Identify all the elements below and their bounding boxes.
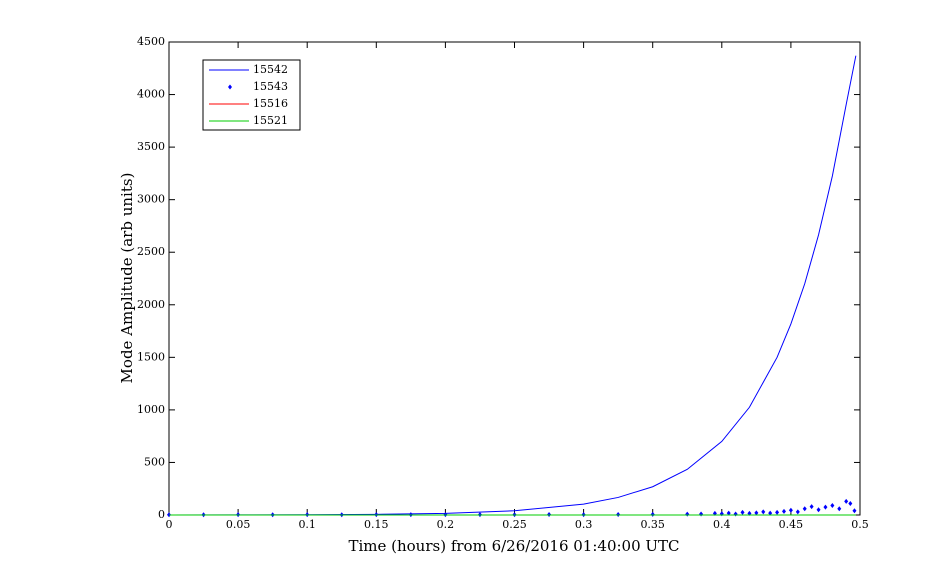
- y-tick-label: 3500: [137, 140, 165, 153]
- x-tick-label: 0.35: [640, 518, 665, 531]
- data-point: [775, 509, 780, 515]
- x-tick-label: 0.25: [502, 518, 527, 531]
- y-tick-label: 3000: [137, 193, 165, 206]
- data-point: [816, 507, 821, 513]
- y-tick-label: 1000: [137, 403, 165, 416]
- y-tick-label: 1500: [137, 350, 165, 363]
- x-tick-label: 0: [166, 518, 173, 531]
- legend-label: 15542: [253, 63, 288, 76]
- x-tick-label: 0.45: [779, 518, 804, 531]
- data-point: [837, 506, 842, 512]
- y-tick-label: 2500: [137, 245, 165, 258]
- data-point: [650, 511, 655, 517]
- legend: 15542 15543 15516 15521: [202, 59, 301, 131]
- data-point: [616, 511, 621, 517]
- y-tick-label: 2000: [137, 298, 165, 311]
- legend-box: [202, 59, 301, 131]
- y-tick-label: 0: [158, 508, 165, 521]
- data-point: [809, 504, 814, 510]
- data-point: [781, 508, 786, 514]
- legend-marker: [228, 84, 232, 90]
- y-tick-label: 4500: [137, 35, 165, 48]
- x-tick-label: 0.15: [364, 518, 389, 531]
- data-point: [823, 504, 828, 510]
- data-point: [830, 503, 835, 509]
- data-point: [802, 506, 807, 512]
- data-point: [547, 511, 552, 517]
- x-tick-label: 0.2: [437, 518, 455, 531]
- data-point: [726, 510, 731, 516]
- x-tick-label: 0.5: [851, 518, 869, 531]
- x-tick-label: 0.1: [298, 518, 316, 531]
- x-tick-label: 0.05: [226, 518, 251, 531]
- data-point: [740, 509, 745, 515]
- x-tick-label: 0.4: [713, 518, 731, 531]
- x-tick-label: 0.3: [575, 518, 593, 531]
- data-point: [788, 507, 793, 513]
- y-tick-label: 4000: [137, 88, 165, 101]
- legend-label: 15521: [253, 114, 288, 127]
- data-point: [761, 509, 766, 515]
- data-point: [795, 509, 800, 515]
- data-point: [754, 510, 759, 516]
- legend-label: 15516: [253, 97, 288, 110]
- data-point: [768, 510, 773, 516]
- legend-label: 15543: [253, 80, 288, 93]
- x-axis-label: Time (hours) from 6/26/2016 01:40:00 UTC: [348, 537, 679, 555]
- data-point: [848, 500, 853, 506]
- data-point: [852, 508, 857, 514]
- y-axis-label: Mode Amplitude (arb units): [118, 173, 136, 384]
- data-point: [844, 498, 849, 504]
- y-tick-label: 500: [144, 455, 165, 468]
